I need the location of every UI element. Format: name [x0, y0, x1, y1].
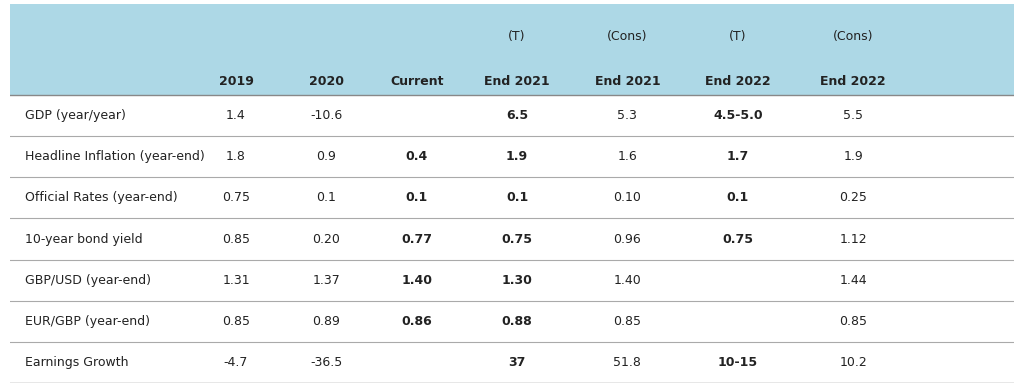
- Text: End 2021: End 2021: [595, 75, 660, 88]
- Text: 2019: 2019: [218, 75, 254, 88]
- Text: 0.10: 0.10: [613, 191, 641, 204]
- Text: 0.89: 0.89: [312, 315, 340, 328]
- Text: 5.5: 5.5: [843, 109, 863, 122]
- Text: 0.1: 0.1: [316, 191, 336, 204]
- Text: 1.9: 1.9: [506, 150, 528, 163]
- Text: (T): (T): [729, 30, 746, 43]
- Text: -4.7: -4.7: [224, 356, 248, 369]
- Text: 0.1: 0.1: [406, 191, 428, 204]
- Text: 1.30: 1.30: [502, 274, 532, 287]
- Text: 1.37: 1.37: [312, 274, 340, 287]
- Text: 0.75: 0.75: [222, 191, 250, 204]
- Text: -10.6: -10.6: [310, 109, 342, 122]
- Text: Official Rates (year-end): Official Rates (year-end): [26, 191, 178, 204]
- Text: 1.6: 1.6: [617, 150, 637, 163]
- Text: 0.20: 0.20: [312, 233, 340, 245]
- Text: 6.5: 6.5: [506, 109, 528, 122]
- Text: 1.9: 1.9: [844, 150, 863, 163]
- Text: GDP (year/year): GDP (year/year): [26, 109, 126, 122]
- Text: 10-year bond yield: 10-year bond yield: [26, 233, 143, 245]
- Text: End 2022: End 2022: [820, 75, 886, 88]
- Text: GBP/USD (year-end): GBP/USD (year-end): [26, 274, 152, 287]
- Text: 0.4: 0.4: [406, 150, 428, 163]
- Text: Headline Inflation (year-end): Headline Inflation (year-end): [26, 150, 205, 163]
- Text: 1.40: 1.40: [613, 274, 641, 287]
- Text: 5.3: 5.3: [617, 109, 637, 122]
- Text: (T): (T): [508, 30, 525, 43]
- Text: 0.1: 0.1: [727, 191, 749, 204]
- Text: 0.85: 0.85: [222, 233, 250, 245]
- Text: 0.75: 0.75: [502, 233, 532, 245]
- Text: 0.75: 0.75: [722, 233, 754, 245]
- Text: 10-15: 10-15: [718, 356, 758, 369]
- Text: -36.5: -36.5: [310, 356, 342, 369]
- Text: 10.2: 10.2: [840, 356, 867, 369]
- Text: EUR/GBP (year-end): EUR/GBP (year-end): [26, 315, 151, 328]
- Text: 1.7: 1.7: [727, 150, 749, 163]
- Bar: [10, 4, 1014, 95]
- Text: Current: Current: [390, 75, 443, 88]
- Text: 0.88: 0.88: [502, 315, 532, 328]
- Text: (Cons): (Cons): [833, 30, 873, 43]
- Text: End 2022: End 2022: [705, 75, 771, 88]
- Text: 0.86: 0.86: [401, 315, 432, 328]
- Text: 0.25: 0.25: [840, 191, 867, 204]
- Text: 4.5-5.0: 4.5-5.0: [713, 109, 763, 122]
- Text: 0.85: 0.85: [613, 315, 641, 328]
- Text: 0.1: 0.1: [506, 191, 528, 204]
- Text: 1.40: 1.40: [401, 274, 432, 287]
- Text: 1.12: 1.12: [840, 233, 867, 245]
- Text: 1.31: 1.31: [222, 274, 250, 287]
- Text: 0.85: 0.85: [840, 315, 867, 328]
- Text: 37: 37: [508, 356, 525, 369]
- Text: 1.4: 1.4: [226, 109, 246, 122]
- Text: Earnings Growth: Earnings Growth: [26, 356, 129, 369]
- Text: 1.44: 1.44: [840, 274, 867, 287]
- Text: 2020: 2020: [309, 75, 344, 88]
- Text: 1.8: 1.8: [226, 150, 246, 163]
- Text: (Cons): (Cons): [607, 30, 647, 43]
- Text: End 2021: End 2021: [484, 75, 550, 88]
- Text: 0.77: 0.77: [401, 233, 432, 245]
- Text: 0.9: 0.9: [316, 150, 336, 163]
- Text: 0.85: 0.85: [222, 315, 250, 328]
- Text: 51.8: 51.8: [613, 356, 641, 369]
- Text: 0.96: 0.96: [613, 233, 641, 245]
